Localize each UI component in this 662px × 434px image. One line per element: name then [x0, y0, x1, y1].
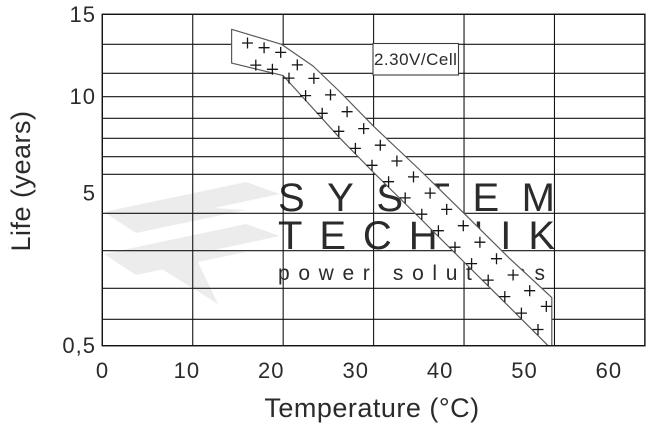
- band-plus-marker: [366, 159, 378, 171]
- band-plus-marker: [242, 37, 253, 49]
- plot-area: [101, 13, 646, 347]
- x-tick-label: 10: [174, 358, 200, 383]
- band-plus-marker: [275, 46, 287, 58]
- swoosh-logo-icon: [104, 224, 280, 275]
- x-tick-label: 50: [511, 358, 537, 383]
- band-plus-marker: [358, 123, 370, 135]
- y-tick-label: 10: [70, 84, 96, 109]
- band-plus-marker: [399, 192, 411, 204]
- tick-labels: 0 10 20 30 40 50 60 15 10 5 0,5: [62, 2, 622, 383]
- annotation-label: 2.30V/Cell: [374, 50, 457, 69]
- band-plus-marker: [524, 285, 536, 297]
- annotation: 2.30V/Cell: [372, 42, 460, 76]
- band-plus-marker: [283, 72, 295, 84]
- band-plus-marker: [383, 176, 395, 188]
- band-plus-marker: [432, 225, 444, 237]
- band-plus-marker: [532, 324, 544, 335]
- band-plus-marker: [507, 269, 519, 281]
- y-tick-label: 0,5: [62, 333, 96, 358]
- band-plus-marker: [491, 253, 502, 265]
- x-tick-label: 20: [258, 358, 284, 383]
- band-plus-marker: [449, 241, 461, 253]
- band-plus-marker: [258, 42, 270, 54]
- y-tick-label: 15: [70, 2, 96, 27]
- x-axis-title: Temperature (°C): [264, 393, 479, 423]
- band-plus-marker: [333, 125, 345, 137]
- band-plus-marker: [316, 107, 328, 119]
- band-plus-marker: [374, 139, 386, 151]
- band-plus-marker: [457, 220, 469, 232]
- band-plus-marker: [291, 59, 303, 71]
- band-plus-marker: [441, 203, 453, 215]
- swoosh-logo-icon: [104, 182, 280, 233]
- band-plus-marker: [482, 274, 494, 286]
- band-plus-marker: [250, 59, 262, 71]
- y-tick-label: 5: [83, 181, 96, 206]
- band-markers: [242, 37, 552, 335]
- band-plus-marker: [266, 63, 278, 75]
- swoosh-logo-icon: [160, 258, 218, 304]
- band-plus-marker: [391, 155, 403, 167]
- band-plus-marker: [515, 307, 527, 319]
- band-plus-marker: [466, 258, 478, 270]
- x-tick-label: 60: [596, 358, 622, 383]
- x-tick-label: 30: [342, 358, 368, 383]
- band-plus-marker: [300, 90, 312, 102]
- band-plus-marker: [499, 291, 511, 303]
- band-plus-marker: [474, 236, 486, 248]
- y-axis-title: Life (years): [6, 110, 36, 251]
- x-tick-label: 40: [427, 358, 453, 383]
- x-tick-label: 0: [96, 358, 109, 383]
- band-plus-marker: [325, 89, 336, 101]
- band-plus-marker: [424, 187, 436, 199]
- band-plus-marker: [416, 208, 428, 220]
- band-plus-marker: [408, 171, 419, 183]
- band-plus-marker: [308, 72, 320, 84]
- band-plus-marker: [341, 106, 353, 118]
- band-plus-marker: [349, 142, 361, 154]
- annotation-box: [372, 42, 460, 76]
- band-plus-marker: [540, 300, 552, 312]
